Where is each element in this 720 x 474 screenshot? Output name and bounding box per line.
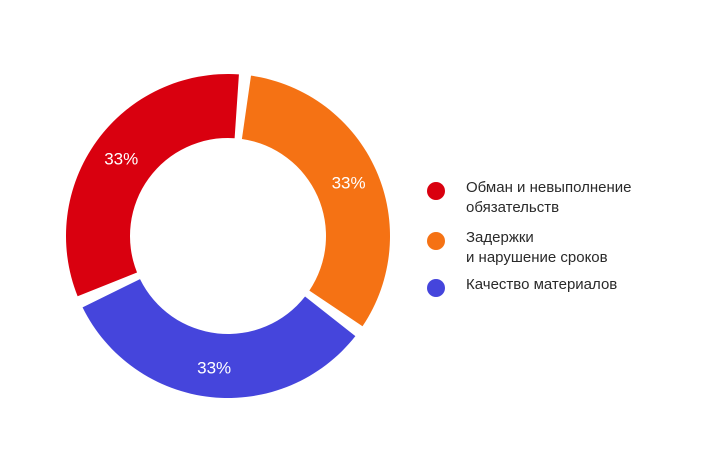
slice-quality [82,279,356,398]
legend-swatch-deception [427,182,445,200]
legend-swatch-delays [427,232,445,250]
donut-slices [65,73,390,398]
slice-label-delays: 33% [332,173,366,192]
legend-label-quality: Качество материалов [466,276,618,293]
legend-label-delays: Задержки и нарушение сроков [466,229,608,266]
legend-item-quality: Качество материалов [427,275,617,297]
slice-deception [65,73,239,297]
slice-label-deception: 33% [104,149,138,168]
legend-item-deception: Обман и невыполнение обязательств [427,178,631,218]
slice-label-quality: 33% [197,358,231,377]
donut-slice-labels: 33% 33% 33% [104,149,365,377]
legend-swatch-quality [427,279,445,297]
slice-delays [241,75,390,327]
legend-item-delays: Задержки и нарушение сроков [427,228,608,268]
legend-label-deception: Обман и невыполнение обязательств [466,179,632,216]
